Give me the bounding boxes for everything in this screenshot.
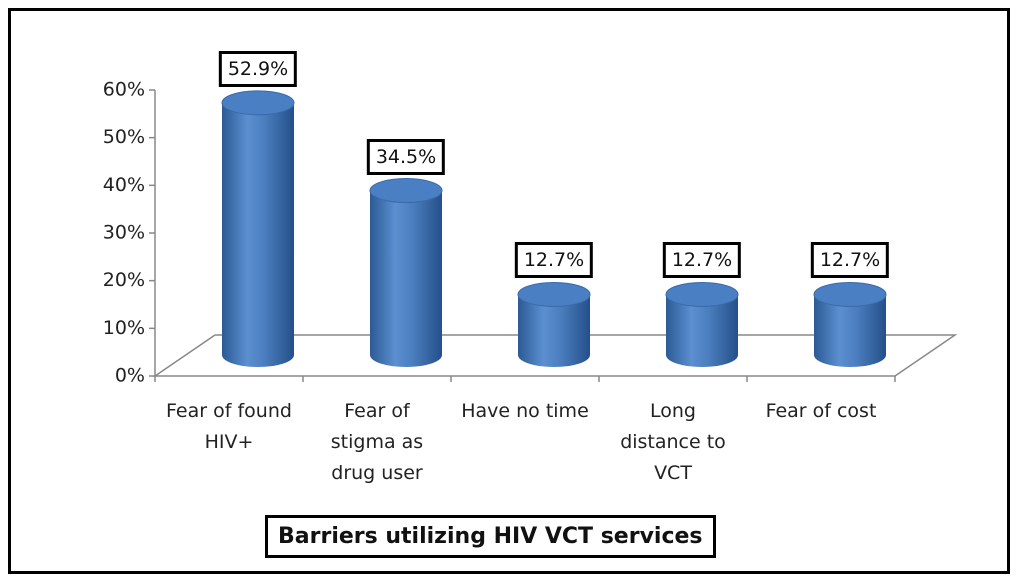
bar xyxy=(666,294,738,367)
bar xyxy=(518,294,590,367)
y-tick-label: 20% xyxy=(103,269,145,291)
y-tick-label: 10% xyxy=(103,317,145,339)
x-tick-label: Fear of found HIV+ xyxy=(166,400,292,453)
y-tick-label: 50% xyxy=(103,126,145,148)
value-label: 52.9% xyxy=(218,50,298,87)
y-tick-label: 30% xyxy=(103,222,145,244)
x-tick-label: Fear of cost xyxy=(765,400,877,422)
x-tick-label: Long distance to VCT xyxy=(620,400,726,484)
bar-top xyxy=(369,178,443,204)
bar-top xyxy=(813,281,887,307)
bar-top xyxy=(517,281,591,307)
y-tick-label: 40% xyxy=(103,174,145,196)
bar-top xyxy=(221,90,295,116)
bar xyxy=(814,294,886,367)
value-label: 12.7% xyxy=(810,242,890,279)
bar-top xyxy=(665,281,739,307)
value-label: 12.7% xyxy=(514,242,594,279)
y-tick-label: 60% xyxy=(103,79,145,101)
y-tick-label: 0% xyxy=(115,365,145,387)
x-tick-label: Fear of stigma as drug user xyxy=(330,400,424,484)
frame xyxy=(8,8,1010,574)
bar xyxy=(370,190,442,367)
bar xyxy=(222,102,294,368)
value-label: 34.5% xyxy=(366,138,446,175)
value-label: 12.7% xyxy=(662,242,742,279)
x-tick-label: Have no time xyxy=(461,400,589,422)
x-axis-title: Barriers utilizing HIV VCT services xyxy=(265,515,716,558)
